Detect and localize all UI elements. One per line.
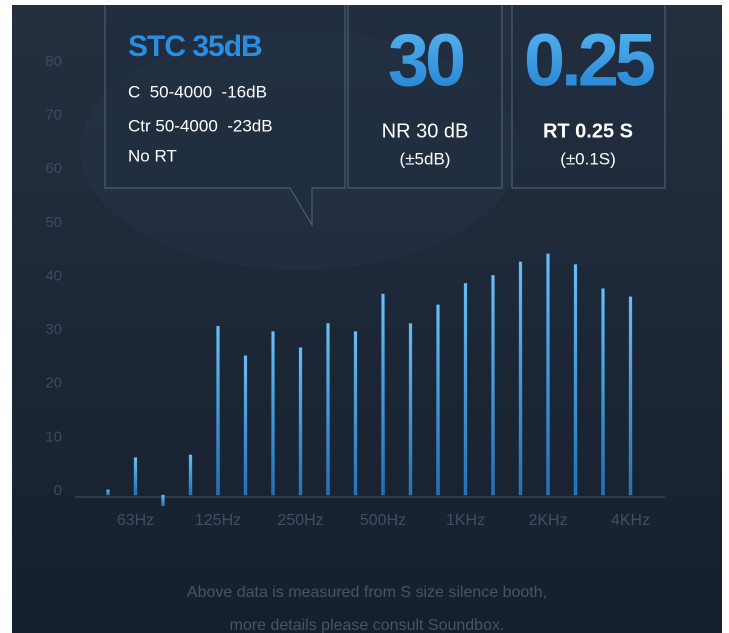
y-tick-label: 10 xyxy=(45,428,62,445)
big-number: 30 xyxy=(388,19,464,102)
bar xyxy=(354,331,357,495)
box-line: No RT xyxy=(128,146,177,165)
x-tick-label: 250Hz xyxy=(277,512,323,529)
bar xyxy=(409,323,412,495)
footnote: more details please consult Soundbox. xyxy=(230,617,505,633)
y-tick-label: 70 xyxy=(45,107,62,124)
bar xyxy=(162,495,165,506)
y-tick-label: 80 xyxy=(45,53,62,70)
x-tick-label: 63Hz xyxy=(117,512,154,529)
bar xyxy=(629,297,632,495)
x-tick-label: 500Hz xyxy=(360,512,406,529)
box-label: RT 0.25 S xyxy=(543,120,633,142)
footnote: Above data is measured from S size silen… xyxy=(187,584,547,601)
bar xyxy=(574,264,577,495)
big-number: 0.25 xyxy=(524,19,655,102)
bar xyxy=(189,455,192,495)
box-label: NR 30 dB xyxy=(382,120,469,142)
x-tick-label: 1KHz xyxy=(446,512,485,529)
box-title: STC 35dB xyxy=(128,30,262,63)
bar xyxy=(299,348,302,495)
box-line: C 50-4000 -16dB xyxy=(128,82,267,101)
bar xyxy=(547,254,550,495)
bar xyxy=(327,323,330,495)
bar xyxy=(492,275,495,495)
bar xyxy=(519,262,522,495)
bar xyxy=(602,289,605,495)
box-line: Ctr 50-4000 -23dB xyxy=(128,116,273,135)
bar xyxy=(107,490,110,495)
bar xyxy=(382,294,385,495)
bar xyxy=(244,356,247,495)
x-tick-label: 125Hz xyxy=(195,512,241,529)
bar xyxy=(272,331,275,495)
page: {"info_boxes": [ {"title": "STC 35dB", "… xyxy=(0,0,729,633)
y-tick-label: 20 xyxy=(45,375,62,392)
y-tick-label: 30 xyxy=(45,321,62,338)
y-tick-label: 60 xyxy=(45,160,62,177)
box-sub: (±0.1S) xyxy=(560,149,616,168)
bar xyxy=(464,283,467,495)
y-tick-label: 0 xyxy=(54,482,62,499)
y-tick-label: 40 xyxy=(45,267,62,284)
y-tick-label: 50 xyxy=(45,214,62,231)
screen: STC 35dB C 50-4000 -16dB Ctr 50-4000 -23… xyxy=(0,0,729,633)
x-tick-label: 4KHz xyxy=(611,512,650,529)
bar xyxy=(134,457,137,495)
box-sub: (±5dB) xyxy=(400,149,451,168)
bar xyxy=(437,305,440,495)
x-tick-label: 2KHz xyxy=(528,512,567,529)
bar xyxy=(217,326,220,495)
